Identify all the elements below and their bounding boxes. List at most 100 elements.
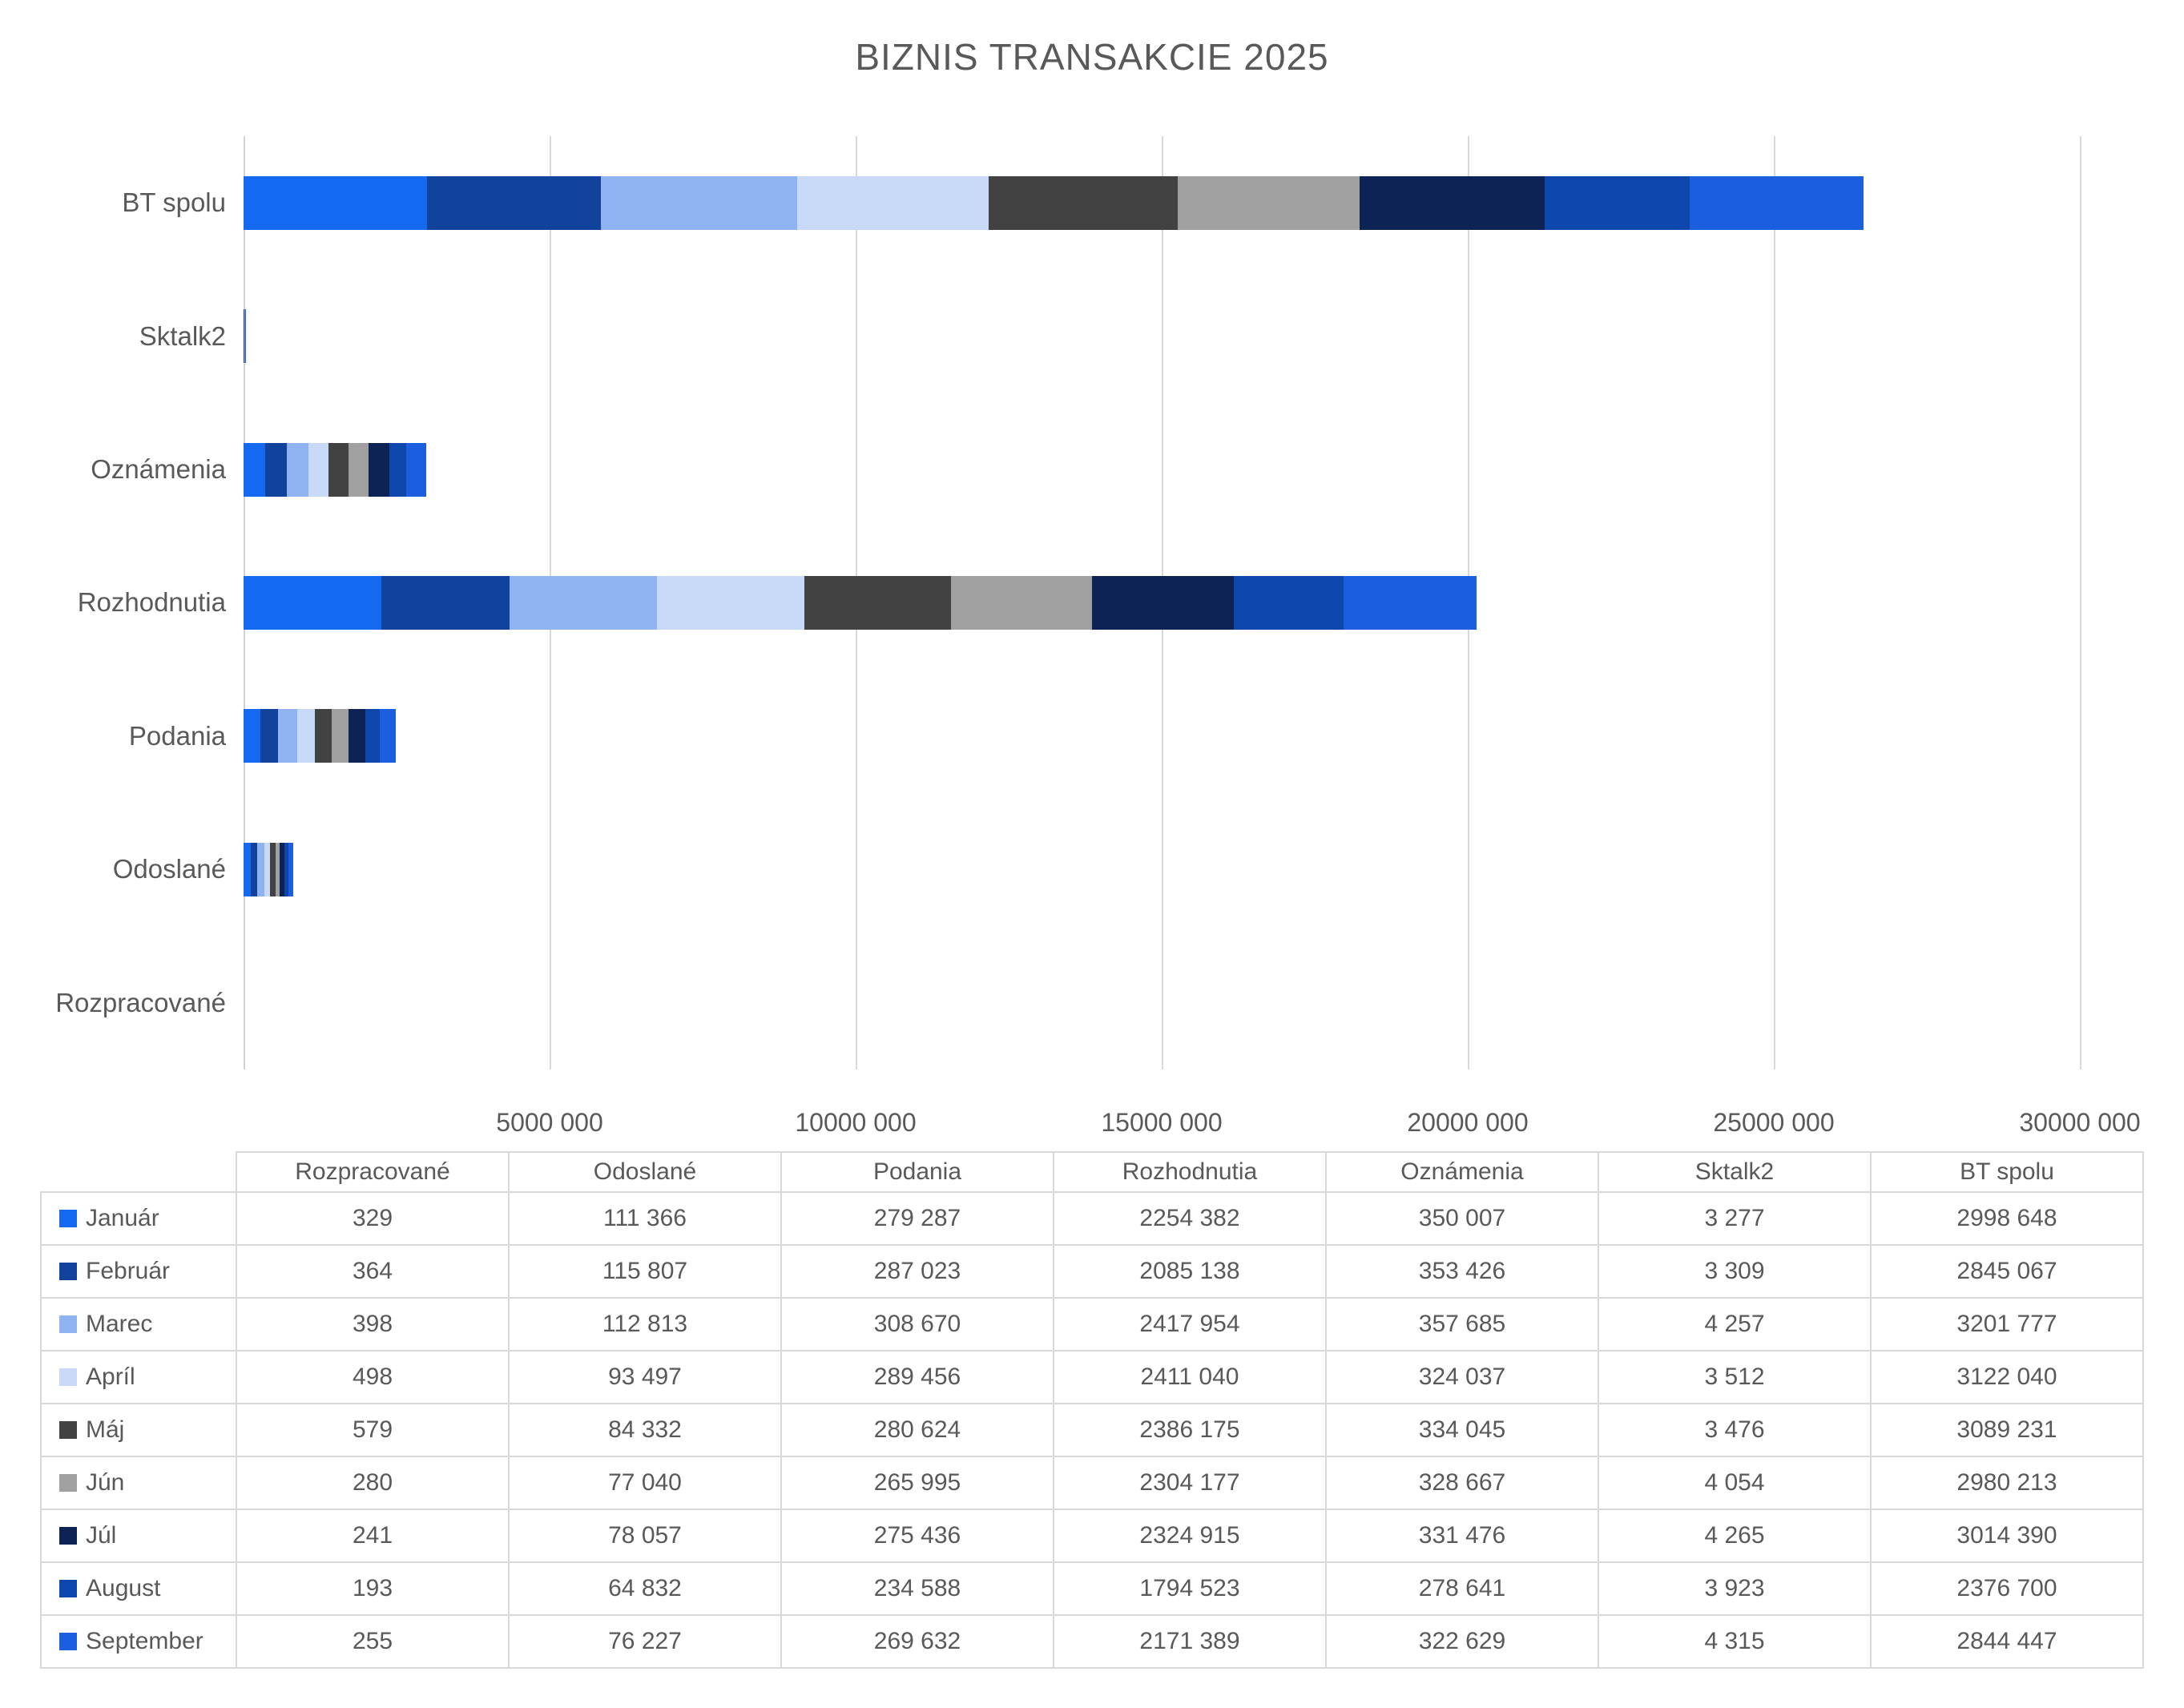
cell-september-odoslane[interactable]: 76 227 <box>508 1614 782 1669</box>
cell-februar-sktalk2[interactable]: 3 309 <box>1598 1244 1872 1299</box>
cell-jun-podania[interactable]: 265 995 <box>780 1456 1054 1510</box>
cell-august-rozhodnutia[interactable]: 1794 523 <box>1053 1561 1327 1616</box>
bar-segment-rozhodnutia-august[interactable] <box>1234 576 1344 630</box>
cell-jul-odoslane[interactable]: 78 057 <box>508 1509 782 1563</box>
cell-maj-rozpracovane[interactable]: 579 <box>236 1403 510 1457</box>
cell-januar-rozhodnutia[interactable]: 2254 382 <box>1053 1191 1327 1246</box>
bar-segment-podania-april[interactable] <box>296 709 315 763</box>
bar-segment-rozhodnutia-maj[interactable] <box>804 576 951 630</box>
bar-segment-odoslane-august[interactable] <box>284 842 289 896</box>
bar-segment-bt-spolu-marec[interactable] <box>601 175 798 230</box>
cell-februar-rozpracovane[interactable]: 364 <box>236 1244 510 1299</box>
bar-segment-odoslane-marec[interactable] <box>257 842 264 896</box>
cell-februar-podania[interactable]: 287 023 <box>780 1244 1054 1299</box>
bar-segment-odoslane-februar[interactable] <box>250 842 258 896</box>
cell-september-sktalk2[interactable]: 4 315 <box>1598 1614 1872 1669</box>
cell-januar-odoslane[interactable]: 111 366 <box>508 1191 782 1246</box>
bar-segment-podania-marec[interactable] <box>278 709 297 763</box>
cell-jul-rozpracovane[interactable]: 241 <box>236 1509 510 1563</box>
cell-marec-podania[interactable]: 308 670 <box>780 1297 1054 1351</box>
cell-maj-bt-spolu[interactable]: 3089 231 <box>1870 1403 2144 1457</box>
cell-jul-sktalk2[interactable]: 4 265 <box>1598 1509 1872 1563</box>
cell-september-oznamenia[interactable]: 322 629 <box>1325 1614 1599 1669</box>
bar-segment-podania-september[interactable] <box>379 709 397 763</box>
cell-september-podania[interactable]: 269 632 <box>780 1614 1054 1669</box>
cell-marec-sktalk2[interactable]: 4 257 <box>1598 1297 1872 1351</box>
cell-april-sktalk2[interactable]: 3 512 <box>1598 1350 1872 1404</box>
bar-segment-bt-spolu-februar[interactable] <box>427 175 602 230</box>
cell-april-podania[interactable]: 289 456 <box>780 1350 1054 1404</box>
cell-maj-rozhodnutia[interactable]: 2386 175 <box>1053 1403 1327 1457</box>
cell-februar-bt-spolu[interactable]: 2845 067 <box>1870 1244 2144 1299</box>
cell-september-rozhodnutia[interactable]: 2171 389 <box>1053 1614 1327 1669</box>
bar-segment-podania-august[interactable] <box>365 709 380 763</box>
bar-segment-odoslane-maj[interactable] <box>270 842 276 896</box>
bar-segment-oznamenia-august[interactable] <box>389 442 407 497</box>
cell-februar-odoslane[interactable]: 115 807 <box>508 1244 782 1299</box>
bar-segment-odoslane-jun[interactable] <box>275 842 280 896</box>
bar-segment-bt-spolu-september[interactable] <box>1690 175 1864 230</box>
cell-jul-rozhodnutia[interactable]: 2324 915 <box>1053 1509 1327 1563</box>
cell-august-sktalk2[interactable]: 3 923 <box>1598 1561 1872 1616</box>
cell-jul-podania[interactable]: 275 436 <box>780 1509 1054 1563</box>
cell-maj-oznamenia[interactable]: 334 045 <box>1325 1403 1599 1457</box>
cell-august-oznamenia[interactable]: 278 641 <box>1325 1561 1599 1616</box>
bar-segment-odoslane-september[interactable] <box>288 842 294 896</box>
bar-segment-oznamenia-jul[interactable] <box>369 442 389 497</box>
cell-april-bt-spolu[interactable]: 3122 040 <box>1870 1350 2144 1404</box>
cell-jun-bt-spolu[interactable]: 2980 213 <box>1870 1456 2144 1510</box>
bar-segment-podania-januar[interactable] <box>244 709 261 763</box>
bar-segment-rozhodnutia-marec[interactable] <box>509 576 658 630</box>
cell-marec-oznamenia[interactable]: 357 685 <box>1325 1297 1599 1351</box>
bar-segment-odoslane-jul[interactable] <box>280 842 285 896</box>
cell-januar-podania[interactable]: 279 287 <box>780 1191 1054 1246</box>
bar-segment-oznamenia-marec[interactable] <box>286 442 309 497</box>
cell-april-oznamenia[interactable]: 324 037 <box>1325 1350 1599 1404</box>
bar-segment-oznamenia-april[interactable] <box>308 442 328 497</box>
cell-marec-bt-spolu[interactable]: 3201 777 <box>1870 1297 2144 1351</box>
bar-segment-rozhodnutia-januar[interactable] <box>244 576 382 630</box>
bar-segment-rozhodnutia-jul[interactable] <box>1091 576 1235 630</box>
cell-januar-rozpracovane[interactable]: 329 <box>236 1191 510 1246</box>
bar-segment-rozhodnutia-september[interactable] <box>1344 576 1477 630</box>
cell-jun-sktalk2[interactable]: 4 054 <box>1598 1456 1872 1510</box>
bar-segment-odoslane-april[interactable] <box>264 842 271 896</box>
bar-segment-bt-spolu-jul[interactable] <box>1360 175 1545 230</box>
cell-maj-sktalk2[interactable]: 3 476 <box>1598 1403 1872 1457</box>
cell-jun-odoslane[interactable]: 77 040 <box>508 1456 782 1510</box>
bar-segment-oznamenia-februar[interactable] <box>264 442 287 497</box>
cell-jun-rozpracovane[interactable]: 280 <box>236 1456 510 1510</box>
cell-jul-bt-spolu[interactable]: 3014 390 <box>1870 1509 2144 1563</box>
cell-februar-rozhodnutia[interactable]: 2085 138 <box>1053 1244 1327 1299</box>
cell-september-rozpracovane[interactable]: 255 <box>236 1614 510 1669</box>
cell-februar-oznamenia[interactable]: 353 426 <box>1325 1244 1599 1299</box>
bar-segment-bt-spolu-jun[interactable] <box>1177 175 1360 230</box>
bar-segment-podania-februar[interactable] <box>260 709 279 763</box>
bar-segment-oznamenia-maj[interactable] <box>328 442 349 497</box>
bar-segment-oznamenia-september[interactable] <box>406 442 426 497</box>
cell-januar-bt-spolu[interactable]: 2998 648 <box>1870 1191 2144 1246</box>
bar-segment-rozhodnutia-jun[interactable] <box>950 576 1092 630</box>
cell-januar-oznamenia[interactable]: 350 007 <box>1325 1191 1599 1246</box>
cell-april-rozhodnutia[interactable]: 2411 040 <box>1053 1350 1327 1404</box>
cell-september-bt-spolu[interactable]: 2844 447 <box>1870 1614 2144 1669</box>
bar-segment-bt-spolu-maj[interactable] <box>988 175 1178 230</box>
cell-august-odoslane[interactable]: 64 832 <box>508 1561 782 1616</box>
cell-jun-oznamenia[interactable]: 328 667 <box>1325 1456 1599 1510</box>
cell-marec-rozpracovane[interactable]: 398 <box>236 1297 510 1351</box>
cell-april-odoslane[interactable]: 93 497 <box>508 1350 782 1404</box>
cell-jun-rozhodnutia[interactable]: 2304 177 <box>1053 1456 1327 1510</box>
bar-segment-rozhodnutia-februar[interactable] <box>381 576 510 630</box>
bar-segment-bt-spolu-januar[interactable] <box>244 175 428 230</box>
bar-segment-podania-jun[interactable] <box>332 709 349 763</box>
cell-jul-oznamenia[interactable]: 331 476 <box>1325 1509 1599 1563</box>
bar-segment-oznamenia-januar[interactable] <box>244 442 265 497</box>
cell-marec-rozhodnutia[interactable]: 2417 954 <box>1053 1297 1327 1351</box>
bar-segment-podania-maj[interactable] <box>314 709 332 763</box>
bar-segment-podania-jul[interactable] <box>348 709 365 763</box>
cell-august-rozpracovane[interactable]: 193 <box>236 1561 510 1616</box>
cell-maj-odoslane[interactable]: 84 332 <box>508 1403 782 1457</box>
bar-segment-bt-spolu-april[interactable] <box>797 175 989 230</box>
bar-segment-oznamenia-jun[interactable] <box>349 442 369 497</box>
cell-marec-odoslane[interactable]: 112 813 <box>508 1297 782 1351</box>
